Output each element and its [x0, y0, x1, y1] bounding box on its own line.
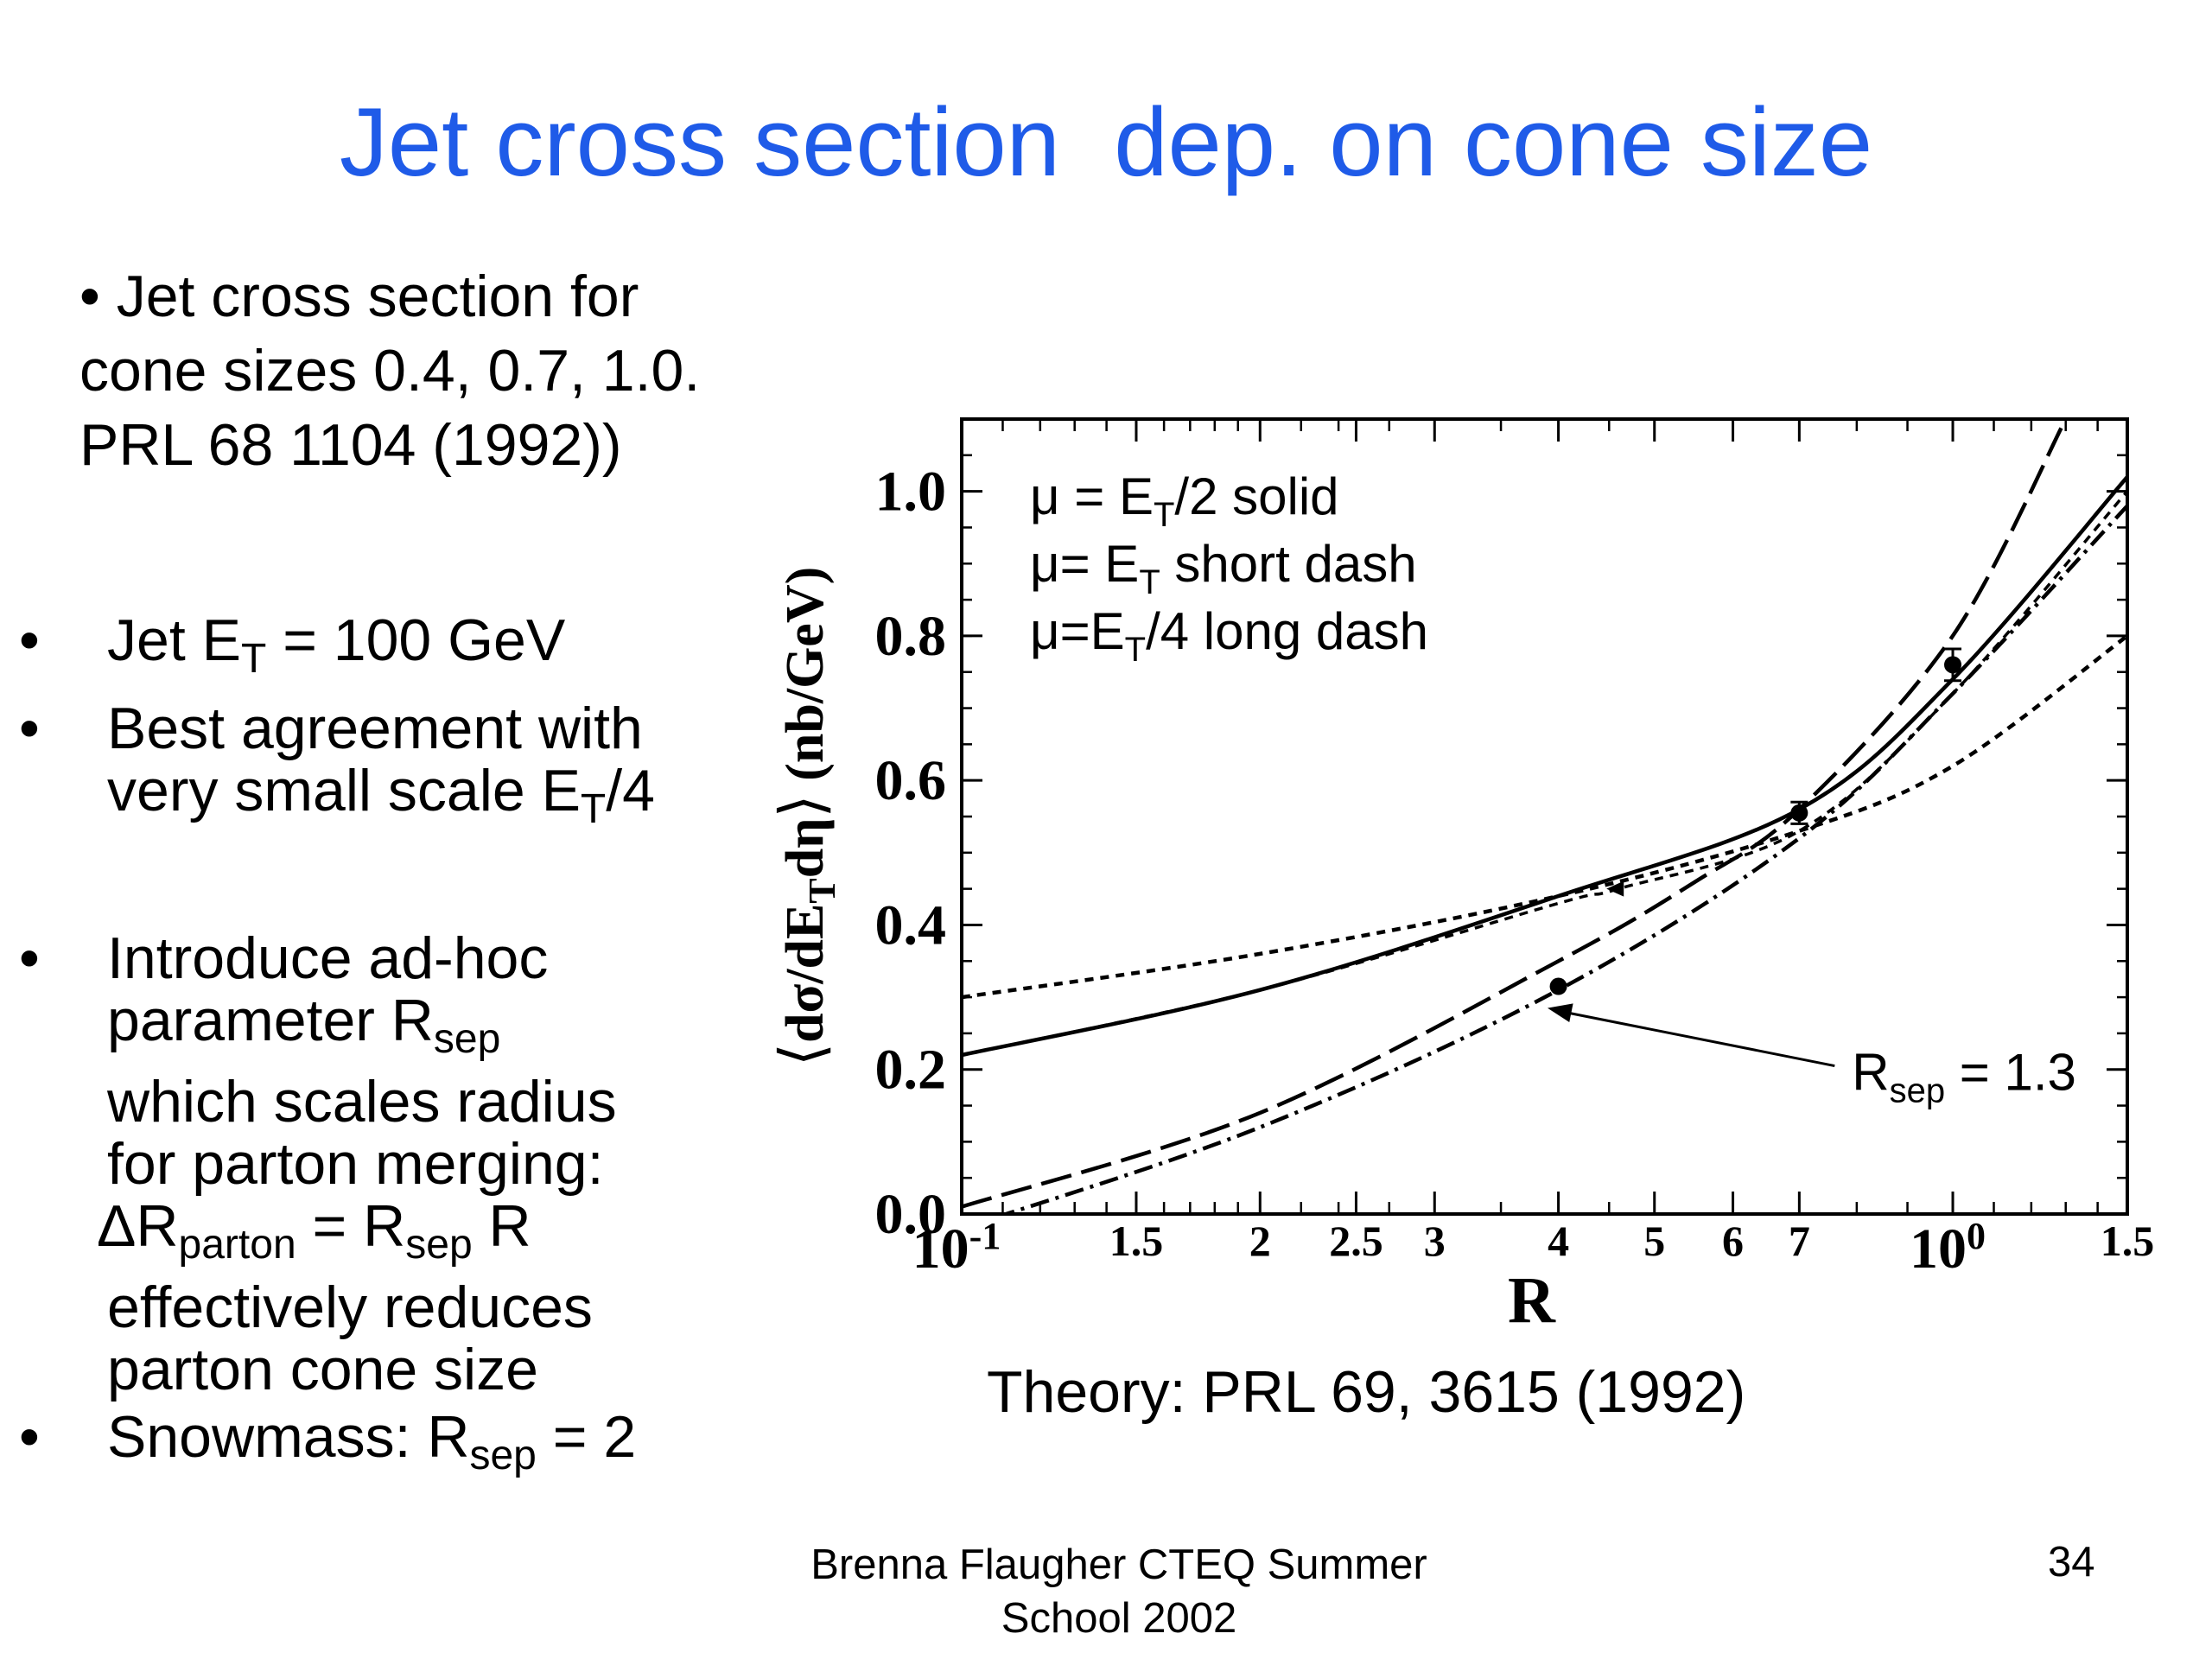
- subscript: sep: [469, 1433, 537, 1478]
- y-tick-label: 0.6: [875, 749, 947, 812]
- annotation-subscript: sep: [1890, 1072, 1946, 1110]
- y-tick-label: 0.4: [875, 893, 947, 957]
- series-line-short-dash: [962, 634, 2127, 1000]
- bullet-text-line2: parameter Rsep: [107, 989, 779, 1071]
- bullet-marker: •: [19, 607, 40, 673]
- bullet-text: Introduce ad-hoc: [107, 925, 549, 991]
- legend-subscript: T: [1154, 496, 1174, 534]
- formula-part: = R: [296, 1193, 406, 1259]
- bullet-best-agreement: • Best agreement with very small scale E…: [19, 697, 779, 841]
- bullet-jet-et: • Jet ET = 100 GeV: [19, 609, 779, 690]
- bullet-text: very small scale E: [107, 758, 581, 823]
- x-tick-superscript: -1: [969, 1215, 1001, 1257]
- annotation-arrowhead: [1547, 1003, 1573, 1022]
- subscript: sep: [405, 1222, 473, 1268]
- x-tick-label: 7: [1789, 1217, 1810, 1265]
- slide-title: Jet cross section dep. on cone size: [339, 88, 1873, 196]
- subscript: T: [240, 636, 267, 682]
- y-label-bracket: ⟩: [770, 794, 836, 817]
- legend-text: μ=E: [1030, 602, 1125, 660]
- formula-line: ΔRparton = Rsep R: [97, 1195, 779, 1276]
- x-tick-label: 100: [1910, 1215, 1986, 1281]
- x-tick-label: 6: [1722, 1217, 1744, 1265]
- intro-line-3: PRL 68 1104 (1992)): [79, 412, 622, 478]
- formula-part: R: [472, 1193, 531, 1259]
- cross-section-chart: 10-1 1.5 2 2.5 3 4 5 6 7 100 1.50.00.20.40.60.81.0…: [770, 417, 2155, 1337]
- y-tick-label: 0.0: [875, 1183, 947, 1246]
- annotation-arrow-line: [1560, 1010, 1835, 1068]
- bullet-marker: •: [19, 925, 40, 991]
- x-tick-label: 3: [1424, 1217, 1446, 1265]
- x-tick-label: 1.5: [1109, 1217, 1164, 1265]
- bullet-text: Jet E: [107, 607, 241, 673]
- data-point: [1944, 656, 1962, 674]
- theory-caption: Theory: PRL 69, 3615 (1992): [987, 1359, 1746, 1425]
- data-point: [1549, 977, 1567, 995]
- y-axis-label: ⟨dσ/dETdη⟩ (nb/GeV): [770, 567, 843, 1066]
- footer: Brenna Flaugher CTEQ Summer School 2002: [760, 1538, 1478, 1645]
- data-point: [1790, 804, 1808, 822]
- subscript: T: [580, 786, 607, 832]
- footer-line-2: School 2002: [1001, 1595, 1237, 1642]
- legend-text: /4 long dash: [1146, 602, 1428, 660]
- legend-text: μ = E: [1030, 467, 1154, 525]
- y-label-part: dη: [776, 818, 835, 879]
- bullet-text: = 100 GeV: [266, 607, 566, 673]
- bullet-text: Best agreement with: [107, 696, 643, 761]
- series-line-long-dash: [962, 419, 2068, 1209]
- series-line-dash-dot: [1000, 504, 2127, 1214]
- subscript: sep: [433, 1016, 501, 1062]
- y-tick-label: 0.2: [875, 1039, 947, 1102]
- bullet-text: parton cone size: [107, 1337, 538, 1402]
- bullet-text-line2: very small scale ET/4: [107, 760, 779, 841]
- legend-text: short dash: [1160, 535, 1417, 593]
- legend-subscript: T: [1125, 631, 1146, 669]
- bullet-text: = 2: [536, 1404, 637, 1470]
- bullet-marker: •: [19, 696, 40, 761]
- page-number: 34: [2048, 1539, 2095, 1586]
- legend-entry-2: μ= ET short dash: [1030, 535, 1417, 601]
- rsep-annotation: Rsep = 1.3: [1852, 1044, 2076, 1110]
- intro-text: • Jet cross section for cone sizes 0.4, …: [79, 259, 771, 482]
- bullet-text: Snowmass: R: [107, 1404, 470, 1470]
- intro-line-2: cone sizes 0.4, 0.7, 1.0.: [79, 338, 701, 404]
- x-tick-label: 4: [1548, 1217, 1569, 1265]
- x-axis-label: R: [1508, 1264, 1556, 1337]
- legend-subscript: T: [1139, 563, 1160, 601]
- legend-text: μ= E: [1030, 535, 1139, 593]
- bullet-snowmass: • Snowmass: Rsep = 2: [19, 1406, 779, 1487]
- y-label-subscript: T: [801, 878, 843, 903]
- y-label-bracket: ⟨: [770, 1043, 836, 1066]
- chart-container: 10-1 1.5 2 2.5 3 4 5 6 7 100 1.5 0.0 0.2 0.4 0.6 0.8 1.0…: [760, 397, 2177, 1382]
- legend-text: /2 solid: [1174, 467, 1338, 525]
- bullet-text: /4: [606, 758, 655, 823]
- x-tick-label: 1.5: [2101, 1217, 2155, 1265]
- y-tick-label: 0.8: [875, 605, 947, 668]
- annotation-text: R: [1852, 1044, 1889, 1102]
- y-label-part: dσ/dE: [776, 904, 835, 1043]
- x-tick-superscript: 0: [1967, 1215, 1986, 1257]
- bullet-text: effectively reduces: [107, 1274, 593, 1340]
- bullet-text: parameter R: [107, 988, 434, 1053]
- bullet-marker: •: [19, 1404, 40, 1470]
- legend-entry-1: μ = ET/2 solid: [1030, 467, 1339, 534]
- curve-arrowhead: [1606, 880, 1624, 897]
- footer-line-1: Brenna Flaugher CTEQ Summer: [810, 1541, 1427, 1588]
- x-tick-label: 2.5: [1329, 1217, 1383, 1265]
- formula-part: ΔR: [97, 1193, 179, 1259]
- legend-entry-3: μ=ET/4 long dash: [1030, 602, 1428, 669]
- y-label-unit: (nb/GeV): [776, 567, 835, 795]
- bullet-list: • Jet ET = 100 GeV • Best agreement with…: [19, 609, 779, 1487]
- annotation-text: = 1.3: [1945, 1044, 2076, 1102]
- y-tick-label: 1.0: [875, 461, 947, 524]
- x-tick-label: 2: [1249, 1217, 1271, 1265]
- bullet-text: which scales radius: [107, 1069, 617, 1135]
- bullet-rsep: • Introduce ad-hoc parameter Rsep which …: [19, 927, 779, 1401]
- x-tick-label: 5: [1643, 1217, 1665, 1265]
- subscript: parton: [178, 1222, 296, 1268]
- bullet-text: for parton merging:: [107, 1131, 604, 1197]
- intro-line-1: • Jet cross section for: [79, 264, 639, 329]
